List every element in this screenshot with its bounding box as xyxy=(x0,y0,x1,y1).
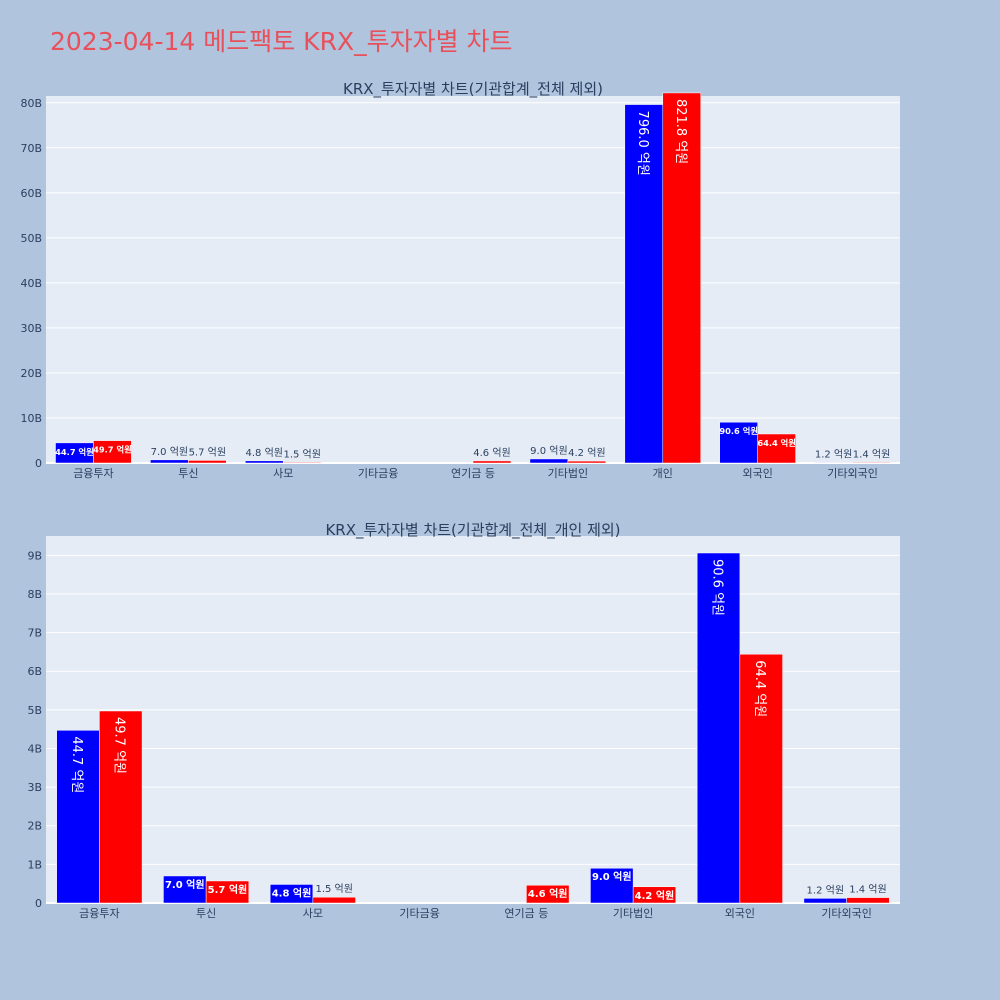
bar xyxy=(529,458,569,464)
bar xyxy=(163,875,207,904)
data-label: 44.7 억원 xyxy=(55,447,94,457)
x-tick-label: 외국인 xyxy=(742,467,772,480)
bar xyxy=(814,462,853,464)
data-label: 821.8 억원 xyxy=(673,99,688,164)
x-tick-label: 투신 xyxy=(178,467,198,480)
data-label: 5.7 억원 xyxy=(208,883,248,896)
y-tick-label: 4B xyxy=(27,742,42,755)
bar xyxy=(590,867,634,904)
data-label: 64.4 억원 xyxy=(757,438,796,448)
page-title: 2023-04-14 메드팩토 KRX_투자자별 차트 xyxy=(50,27,513,56)
x-tick-label: 금융투자 xyxy=(79,907,119,920)
data-label: 1.4 억원 xyxy=(849,884,886,896)
bar xyxy=(624,104,664,464)
data-label: 5.7 억원 xyxy=(189,446,226,458)
data-label: 4.6 억원 xyxy=(528,887,568,900)
data-label: 7.0 억원 xyxy=(165,878,205,891)
data-label: 1.4 억원 xyxy=(853,448,890,460)
y-tick-label: 5B xyxy=(27,704,42,717)
y-tick-label: 40B xyxy=(20,277,42,290)
data-label: 7.0 억원 xyxy=(151,446,188,458)
x-tick-label: 기타법인 xyxy=(613,907,653,920)
bar xyxy=(632,886,677,904)
plot-area xyxy=(46,96,900,463)
bar xyxy=(846,897,890,904)
bar xyxy=(739,653,783,904)
bar xyxy=(99,710,143,904)
chart-title: KRX_투자자별 차트(기관합계_전체 제외) xyxy=(343,80,603,99)
x-tick-label: 기타법인 xyxy=(548,467,588,480)
y-tick-label: 1B xyxy=(27,858,42,871)
y-tick-label: 6B xyxy=(27,665,42,678)
x-tick-label: 개인 xyxy=(653,467,673,480)
y-tick-label: 30B xyxy=(20,322,42,335)
data-label: 90.6 억원 xyxy=(719,426,758,436)
data-label: 1.5 억원 xyxy=(283,448,320,460)
y-tick-label: 50B xyxy=(20,232,42,245)
x-tick-label: 기타금융 xyxy=(399,907,439,920)
y-tick-label: 8B xyxy=(27,588,42,601)
y-tick-label: 80B xyxy=(20,97,42,110)
data-label: 4.8 억원 xyxy=(246,447,283,459)
data-label: 1.2 억원 xyxy=(807,884,844,896)
bar xyxy=(205,880,250,904)
x-tick-label: 기타외국인 xyxy=(827,467,878,480)
data-label: 9.0 억원 xyxy=(530,445,567,457)
bar xyxy=(150,459,189,464)
data-label: 49.7 억원 xyxy=(112,717,127,774)
chart-1: KRX_투자자별 차트(기관합계_전체 제외) 0 10B 20B 30B 40B 50B 6… xyxy=(20,80,900,480)
x-tick-label: 연기금 등 xyxy=(451,467,495,480)
bar xyxy=(696,552,741,904)
bar xyxy=(567,460,607,464)
bar xyxy=(852,462,891,464)
y-tick-label: 70B xyxy=(20,142,42,155)
data-label: 4.2 억원 xyxy=(635,889,675,902)
bar xyxy=(93,440,132,464)
y-tick-label: 60B xyxy=(20,187,42,200)
bar xyxy=(719,421,758,464)
bar xyxy=(472,460,512,464)
x-tick-label: 사모 xyxy=(303,907,323,920)
x-tick-label: 외국인 xyxy=(725,907,755,920)
data-label: 90.6 억원 xyxy=(710,559,725,616)
y-tick-label: 3B xyxy=(27,781,42,794)
y-tick-label: 7B xyxy=(27,627,42,640)
data-label: 1.2 억원 xyxy=(815,448,852,460)
y-tick-label: 20B xyxy=(20,367,42,380)
x-tick-label: 기타금융 xyxy=(358,467,398,480)
x-tick-label: 사모 xyxy=(273,467,293,480)
y-tick-label: 2B xyxy=(27,820,42,833)
bar xyxy=(269,884,314,904)
bar xyxy=(188,460,227,464)
chart-2: KRX_투자자별 차트(기관합계_전체_개인 제외) 0 1B 2B 3B 4B 5B 6B 7… xyxy=(27,521,900,920)
x-tick-label: 기타외국인 xyxy=(821,907,872,920)
y-tick-label: 10B xyxy=(20,412,42,425)
data-label: 4.8 억원 xyxy=(272,886,312,899)
y-tick-label: 0 xyxy=(35,457,42,470)
x-tick-label: 금융투자 xyxy=(73,467,113,480)
bar xyxy=(56,730,100,904)
bar xyxy=(757,433,796,464)
y-tick-label: 0 xyxy=(35,897,42,910)
data-label: 4.2 억원 xyxy=(568,447,605,459)
bar xyxy=(803,898,847,904)
bar xyxy=(282,462,322,464)
data-label: 796.0 억원 xyxy=(635,111,650,176)
data-label: 64.4 억원 xyxy=(752,660,767,717)
bar xyxy=(312,896,356,904)
bar xyxy=(526,884,570,904)
data-label: 1.5 억원 xyxy=(315,883,352,895)
bar xyxy=(245,460,284,464)
chart-title: KRX_투자자별 차트(기관합계_전체_개인 제외) xyxy=(325,521,620,540)
y-tick-label: 9B xyxy=(27,549,42,562)
data-label: 9.0 억원 xyxy=(592,870,632,883)
data-label: 44.7 억원 xyxy=(69,736,84,793)
x-tick-label: 투신 xyxy=(196,907,216,920)
x-tick-label: 연기금 등 xyxy=(504,907,548,920)
data-label: 49.7 억원 xyxy=(93,445,132,455)
bar xyxy=(662,92,701,464)
data-label: 4.6 억원 xyxy=(473,447,510,459)
